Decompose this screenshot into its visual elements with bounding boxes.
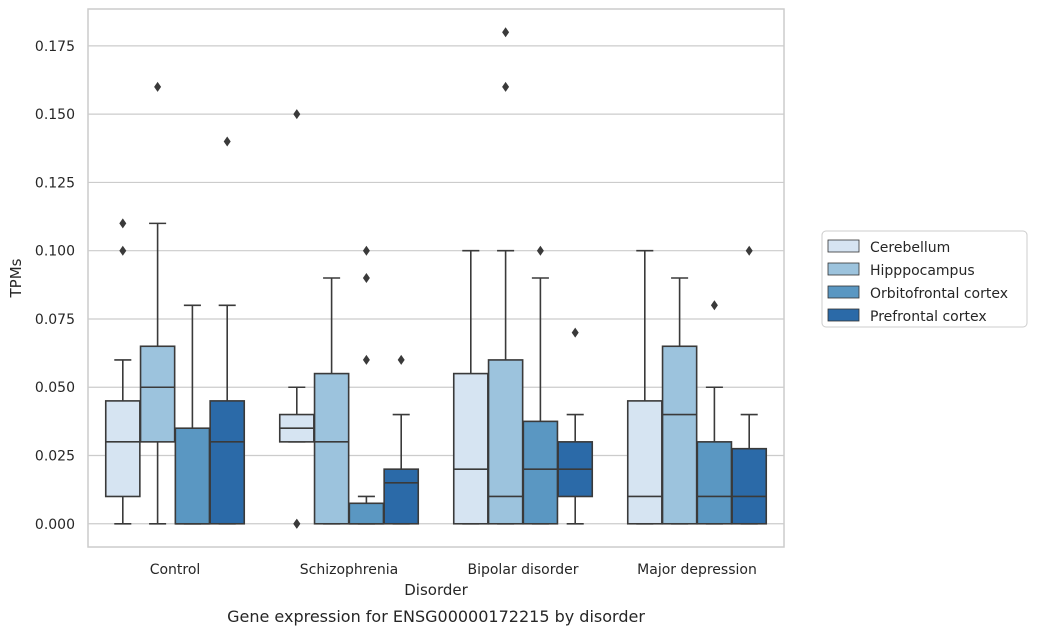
- y-tick-label-1: 0.025: [35, 449, 75, 465]
- legend-label-1: Hipppocampus: [870, 263, 975, 279]
- y-tick-label-5: 0.125: [35, 175, 75, 191]
- box-iqr: [661, 345, 698, 525]
- legend-swatch-3: [827, 308, 860, 322]
- box-iqr: [487, 359, 524, 525]
- box-2-1: [487, 27, 524, 525]
- box-3-3: [731, 245, 768, 525]
- box-0-2: [174, 304, 211, 525]
- outlier-0: [710, 300, 718, 311]
- box-iqr: [104, 400, 141, 498]
- box-iqr: [522, 420, 559, 525]
- box-iqr: [174, 427, 211, 525]
- legend-label-0: Cerebellum: [870, 240, 950, 256]
- box-iqr: [696, 441, 733, 525]
- x-tick-label-0: Control: [150, 562, 201, 578]
- box-3-2: [696, 300, 733, 525]
- chart-title: Gene expression for ENSG00000172215 by d…: [227, 607, 645, 626]
- legend-swatch-1: [827, 262, 860, 276]
- outlier-0: [571, 327, 579, 338]
- box-3-0: [626, 249, 663, 525]
- outlier-0: [223, 136, 231, 147]
- box-iqr: [139, 345, 176, 443]
- outlier-1: [502, 27, 510, 38]
- outlier-0: [362, 354, 370, 365]
- legend-label-2: Orbitofrontal cortex: [870, 286, 1008, 302]
- outlier-2: [293, 109, 301, 120]
- legend-swatch-2: [827, 285, 860, 299]
- box-3-1: [661, 277, 698, 525]
- plot-area: [104, 27, 768, 529]
- y-tick-label-0: 0.000: [35, 517, 75, 533]
- plot-frame: [87, 8, 785, 548]
- legend-label-3: Prefrontal cortex: [870, 309, 987, 325]
- y-tick-label-2: 0.050: [35, 380, 75, 396]
- outlier-0: [119, 245, 127, 256]
- y-tick-label-3: 0.075: [35, 312, 75, 328]
- box-2-0: [452, 249, 489, 525]
- box-0-3: [209, 136, 246, 525]
- box-iqr: [731, 447, 768, 525]
- outlier-0: [536, 245, 544, 256]
- y-tick-label-7: 0.175: [35, 39, 75, 55]
- legend-swatch-0: [827, 239, 860, 253]
- y-axis-label: TPMs: [7, 258, 25, 298]
- box-0-0: [104, 218, 141, 525]
- box-2-3: [557, 327, 594, 525]
- x-axis-ticks: Control Schizophrenia Bipolar disorder Majo…: [150, 562, 757, 578]
- x-axis-label: Disorder: [404, 581, 468, 599]
- y-tick-label-4: 0.100: [35, 244, 75, 260]
- box-iqr: [209, 400, 246, 525]
- outlier-1: [119, 218, 127, 229]
- legend: Cerebellum Hipppocampus Orbitofrontal cort…: [821, 230, 1028, 328]
- y-tick-label-6: 0.150: [35, 107, 75, 123]
- outlier-0: [502, 81, 510, 92]
- box-1-3: [383, 354, 420, 525]
- outlier-1: [362, 273, 370, 283]
- outlier-0: [397, 354, 405, 365]
- outlier-1: [293, 518, 301, 529]
- outlier-0: [745, 245, 753, 256]
- box-1-1: [313, 277, 350, 525]
- outlier-2: [362, 245, 370, 256]
- x-tick-label-3: Major depression: [637, 562, 757, 578]
- box-iqr: [383, 468, 420, 525]
- box-iqr: [626, 400, 663, 525]
- x-tick-label-1: Schizophrenia: [300, 562, 398, 578]
- outlier-0: [154, 81, 162, 92]
- box-1-0: [278, 109, 315, 529]
- box-iqr: [348, 502, 385, 525]
- y-axis-ticks: 0.000 0.025 0.050 0.075 0.100 0.125 0.150 0.175: [35, 39, 75, 533]
- x-tick-label-2: Bipolar disorder: [467, 562, 578, 578]
- box-iqr: [452, 372, 489, 525]
- legend-frame: [821, 230, 1028, 328]
- box-1-2: [348, 245, 385, 525]
- box-2-2: [522, 245, 559, 525]
- box-0-1: [139, 81, 176, 525]
- box-iqr: [313, 372, 350, 525]
